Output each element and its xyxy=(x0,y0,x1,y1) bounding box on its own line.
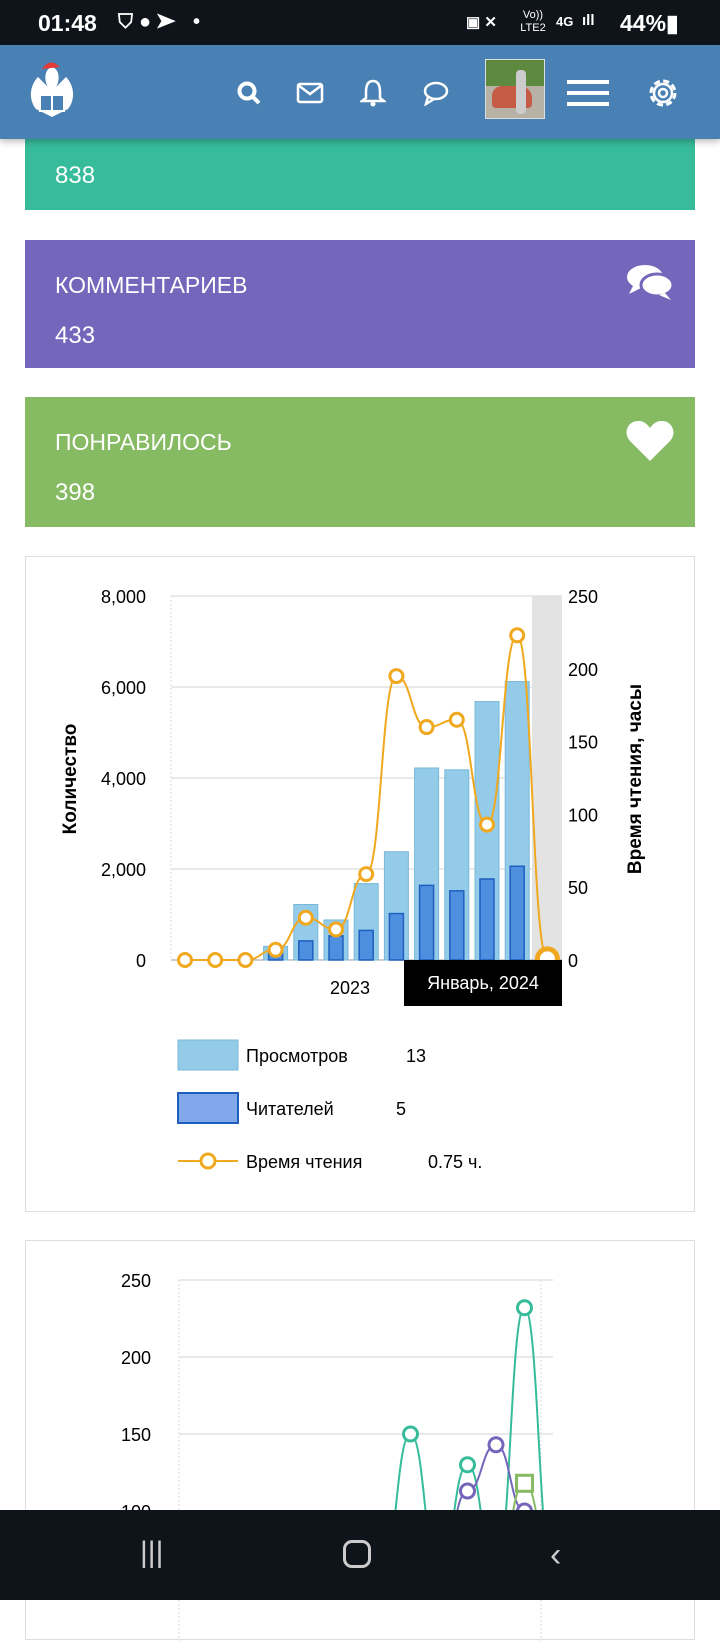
signal-icon: ıll xyxy=(582,12,595,29)
bar-readers xyxy=(389,914,403,960)
y-tick-label: 8,000 xyxy=(101,587,146,607)
y2-tick-label: 0 xyxy=(568,951,578,971)
recent-apps-button[interactable]: ||| xyxy=(140,1536,163,1570)
y-tick-label: 250 xyxy=(121,1271,151,1291)
stat-value: 433 xyxy=(55,322,95,350)
legend-value: 0.75 ч. xyxy=(428,1152,482,1172)
legend-value: 5 xyxy=(396,1099,406,1119)
bar-readers xyxy=(299,941,313,960)
y2-tick-label: 250 xyxy=(568,587,598,607)
legend-item-readers[interactable]: Читателей 5 xyxy=(178,1093,406,1123)
reading-time-point xyxy=(179,954,192,967)
legend-label: Время чтения xyxy=(246,1152,362,1172)
y2-tick-label: 50 xyxy=(568,878,588,898)
reading-time-point xyxy=(420,721,433,734)
avatar[interactable] xyxy=(485,59,545,119)
avatar-photo-car xyxy=(492,86,532,108)
home-button[interactable] xyxy=(343,1540,371,1568)
stat-label: ПОНРАВИЛОСЬ xyxy=(55,429,232,456)
mail-icon[interactable] xyxy=(290,73,330,113)
legend-item-reading-time[interactable]: Время чтения 0.75 ч. xyxy=(178,1152,482,1172)
bell-icon[interactable] xyxy=(353,73,393,113)
legend-swatch xyxy=(178,1093,238,1123)
bar-readers xyxy=(359,930,373,960)
stat-value: 838 xyxy=(55,162,95,190)
stat-label: КОММЕНТАРИЕВ xyxy=(55,272,247,299)
carrier: Vo)) LTE2 xyxy=(516,9,550,35)
reading-time-point xyxy=(239,954,252,967)
legend-value: 13 xyxy=(406,1046,426,1066)
app-header xyxy=(0,45,720,139)
site-logo[interactable] xyxy=(16,55,88,127)
search-icon[interactable] xyxy=(229,73,269,113)
y-tick-label: 4,000 xyxy=(101,769,146,789)
stat-card-likes: ПОНРАВИЛОСЬ 398 xyxy=(25,397,695,527)
y-axis-title: Количество xyxy=(60,724,81,835)
stat-value: 398 xyxy=(55,479,95,507)
series-point xyxy=(461,1484,475,1498)
legend-marker xyxy=(201,1154,215,1168)
series-point xyxy=(489,1438,503,1452)
heart-icon xyxy=(625,419,675,468)
x-tick-label: 2023 xyxy=(330,978,370,998)
bar-readers xyxy=(329,936,343,960)
legend-label: Просмотров xyxy=(246,1046,348,1066)
series-point xyxy=(518,1301,532,1315)
chat-icon[interactable] xyxy=(416,73,456,113)
avatar-photo-person xyxy=(516,70,526,114)
back-button[interactable]: ‹ xyxy=(550,1536,561,1575)
legend-swatch xyxy=(178,1040,238,1070)
y-tick-label: 150 xyxy=(121,1425,151,1445)
y-tick-label: 6,000 xyxy=(101,678,146,698)
battery-text: 44% xyxy=(620,10,666,36)
network: 4G xyxy=(556,14,573,29)
clock: 01:48 xyxy=(38,10,97,37)
bar-readers xyxy=(510,866,524,960)
stat-card-comments: КОММЕНТАРИЕВ 433 xyxy=(25,240,695,368)
status-bar: 01:48 ⛉●➤ • ▣ ✕ Vo)) LTE2 4G ıll 44%▮ xyxy=(0,0,720,45)
y-tick-label: 200 xyxy=(121,1348,151,1368)
y2-tick-label: 150 xyxy=(568,733,598,753)
reading-time-point xyxy=(209,954,222,967)
reading-time-point xyxy=(511,629,524,642)
reading-time-point xyxy=(269,943,282,956)
combo-chart: 0 2,000 4,000 6,000 8,000 0 50 100 150 200 250 Кол… xyxy=(26,557,696,1213)
legend-label: Читателей xyxy=(246,1099,334,1119)
reading-time-point xyxy=(390,670,403,683)
battery-saver-mute-icons: ▣ ✕ xyxy=(466,13,497,31)
bar-readers xyxy=(450,891,464,960)
y-tick-label: 2,000 xyxy=(101,860,146,880)
y2-axis-title: Время чтения, часы xyxy=(625,684,646,874)
series-point xyxy=(461,1458,475,1472)
notification-icons: ⛉●➤ • xyxy=(118,11,206,34)
series-point xyxy=(404,1427,418,1441)
reading-time-point xyxy=(481,818,494,831)
reading-time-point xyxy=(360,868,373,881)
y-tick-label: 0 xyxy=(136,951,146,971)
stats-chart-panel: 0 2,000 4,000 6,000 8,000 0 50 100 150 200 250 Кол… xyxy=(25,556,695,1212)
reading-time-point xyxy=(299,911,312,924)
reading-time-point xyxy=(450,713,463,726)
battery-level: 44%▮ xyxy=(620,10,679,37)
tooltip-text: Январь, 2024 xyxy=(427,973,539,993)
reading-time-point xyxy=(330,923,343,936)
bar-readers xyxy=(420,885,434,960)
system-nav-bar: ||| ‹ xyxy=(0,1510,720,1600)
bar-readers xyxy=(480,879,494,960)
y2-tick-label: 200 xyxy=(568,660,598,680)
comments-icon xyxy=(625,262,675,307)
legend-item-views[interactable]: Просмотров 13 xyxy=(178,1040,426,1070)
y2-tick-label: 100 xyxy=(568,805,598,825)
menu-icon[interactable] xyxy=(566,73,610,113)
gear-icon[interactable] xyxy=(643,73,683,113)
series-point xyxy=(517,1475,533,1491)
